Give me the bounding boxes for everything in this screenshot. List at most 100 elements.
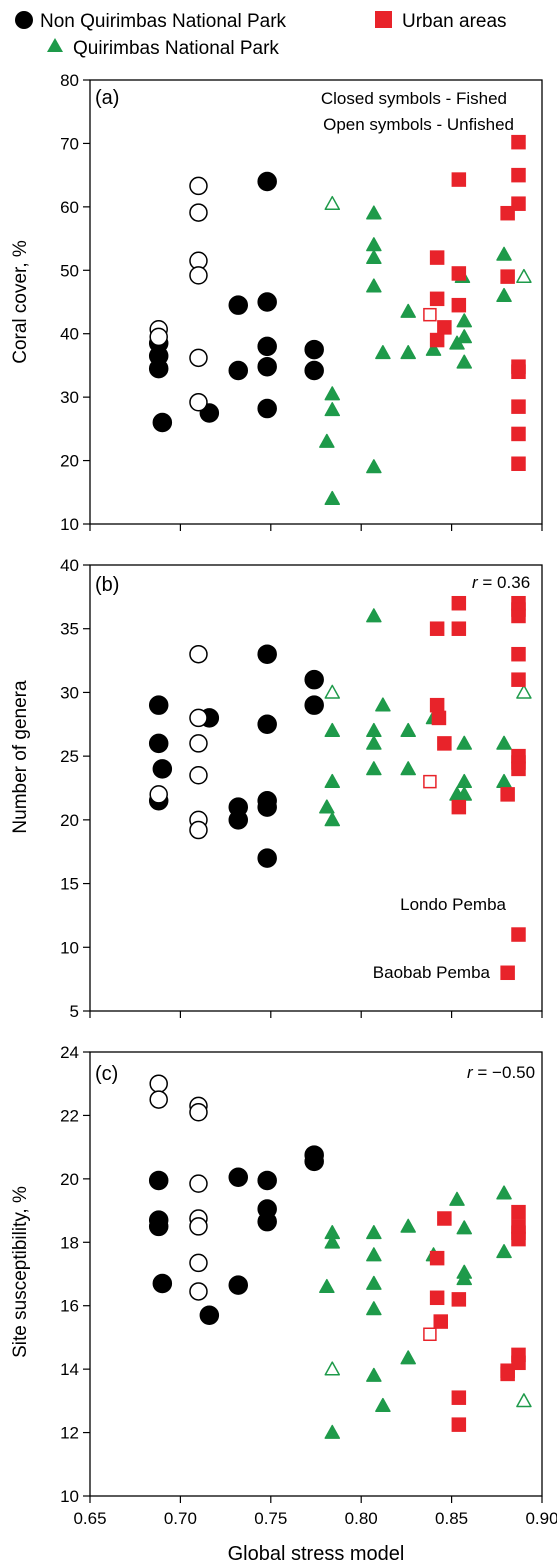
urban-areas-fished-point [511,646,526,662]
quirimbas-national-park-fished-point [366,205,382,220]
plot-frame-a [89,79,543,525]
non-quirimbas-national-park-unfished-point [149,1090,168,1109]
non-quirimbas-national-park-fished-point [152,1273,173,1294]
non-quirimbas-national-park-fished-point [148,1170,169,1191]
panel-label-a: (a) [95,87,119,109]
quirimbas-national-park-fished-point [496,1185,512,1200]
annotation-londo-pemba: Londo Pemba [400,895,506,914]
x-ticks: 0.65 0.70 0.75 0.80 0.85 0.90 [73,524,557,1528]
urban-areas-fished-point [429,250,445,265]
non-quirimbas-national-park-fished-point [148,1216,169,1237]
urban-areas-fished-point [437,736,452,751]
urban-areas-fished-point [429,697,445,713]
quirimbas-national-park-fished-point [496,246,512,261]
non-quirimbas-national-park-fished-point [257,644,277,664]
urban-areas-fished-point [431,710,447,726]
annotation-open-symbols: Open symbols - Unfished [323,115,514,134]
quirimbas-national-park-unfished-point [324,684,341,699]
y-tick-label-c: 22 [60,1106,79,1125]
r-text-b: = 0.36 [482,573,530,592]
urban-areas-fished-point [511,167,526,183]
y-tick-label-b: 30 [60,683,79,702]
quirimbas-national-park-fished-point [456,1220,473,1235]
urban-areas-fished-point [511,134,526,150]
y-axis-label-c: Site susceptibility, % [10,1186,31,1358]
annotation-baobab-pemba: Baobab Pemba [373,963,491,982]
panel-c: Site susceptibility, % 1012141618202224 … [10,1043,543,1506]
y-tick-label-a: 60 [60,198,79,217]
panel-b: Number of genera 5 10 15 20 25 30 35 40 (b) r =… [10,556,543,1021]
quirimbas-national-park-fished-point [324,1234,341,1249]
quirimbas-national-park-fished-point [324,812,341,827]
y-tick-label-b: 40 [60,556,79,575]
x-tick-label: 0.90 [525,1509,557,1528]
y-tick-label-c: 10 [60,1487,79,1506]
non-quirimbas-national-park-unfished-point [189,266,208,285]
r-value-c: r = −0.50 [467,1063,535,1082]
x-tick-label: 0.65 [73,1509,106,1528]
quirimbas-national-park-unfished-point [516,1393,532,1408]
quirimbas-national-park-fished-point [400,722,416,738]
quirimbas-national-park-unfished-point [324,1361,341,1376]
non-quirimbas-national-park-fished-point [228,295,249,315]
y-tick-label-c: 20 [60,1170,79,1189]
quirimbas-national-park-fished-point [366,459,382,474]
y-tick-label-b: 20 [60,811,79,830]
urban-areas-fished-point [451,172,467,187]
y-tick-label-b: 5 [70,1002,79,1021]
non-quirimbas-national-park-fished-point [148,695,169,715]
r-value-b: r = 0.36 [472,573,530,592]
quirimbas-national-park-fished-point [324,386,341,401]
legend-marker-quirimbas [47,38,63,52]
quirimbas-national-park-fished-point [496,1244,512,1259]
quirimbas-national-park-fished-point [496,735,512,750]
quirimbas-national-park-fished-point [456,773,473,788]
quirimbas-national-park-fished-point [366,1301,382,1316]
non-quirimbas-national-park-fished-point [148,358,169,379]
y-axis-label-b: Number of genera [10,680,31,834]
non-quirimbas-national-park-fished-point [152,759,173,779]
urban-areas-unfished-point [423,1327,437,1342]
urban-areas-fished-point [429,1250,445,1266]
non-quirimbas-national-park-fished-point [257,292,277,312]
quirimbas-national-park-fished-point [366,249,382,264]
quirimbas-national-park-fished-point [456,1271,473,1286]
annotation-closed-symbols: Closed symbols - Fished [321,89,507,108]
urban-areas-fished-point [511,1355,526,1371]
urban-areas-fished-point [451,1292,467,1307]
non-quirimbas-national-park-fished-point [257,848,277,868]
y-tick-label-c: 14 [60,1360,79,1379]
panel-a: Coral cover, % 10 20 30 40 50 60 70 80 (a) Clos… [10,71,543,534]
non-quirimbas-national-park-fished-point [304,669,324,690]
points-c [148,1074,532,1439]
y-tick-label-c: 12 [60,1424,79,1443]
urban-areas-fished-point [511,1204,526,1220]
urban-areas-unfished-point [423,774,437,789]
r-symbol-b: r [472,573,479,592]
quirimbas-national-park-unfished-point [324,195,341,211]
urban-areas-unfished-point [423,307,437,322]
quirimbas-national-park-fished-point [324,722,341,738]
y-ticks-c: 10 12 14 16 18 20 22 24 [60,1043,90,1506]
non-quirimbas-national-park-unfished-point [189,1282,208,1301]
y-tick-label-a: 20 [60,452,79,471]
non-quirimbas-national-park-fished-point [257,171,277,192]
urban-areas-fished-point [511,399,526,414]
y-axis-label-a: Coral cover, % [10,240,31,364]
y-tick-label-b: 25 [60,747,79,766]
urban-areas-fished-point [500,965,515,981]
y-tick-label-b: 15 [60,875,79,894]
non-quirimbas-national-park-fished-point [257,797,277,817]
legend-label-quirimbas: Quirimbas National Park [73,38,279,59]
quirimbas-national-park-fished-point [366,1247,382,1262]
non-quirimbas-national-park-fished-point [257,398,277,419]
legend-label-non-quirimbas: Non Quirimbas National Park [40,11,287,32]
r-text-c: = −0.50 [477,1063,535,1082]
y-tick-label-a: 30 [60,388,79,407]
urban-areas-fished-point [433,1314,449,1329]
plot-frame-c [89,1051,543,1497]
urban-areas-fished-point [511,1231,526,1247]
non-quirimbas-national-park-fished-point [228,1167,249,1188]
non-quirimbas-national-park-unfished-point [189,1217,208,1236]
quirimbas-national-park-fished-point [366,722,382,738]
